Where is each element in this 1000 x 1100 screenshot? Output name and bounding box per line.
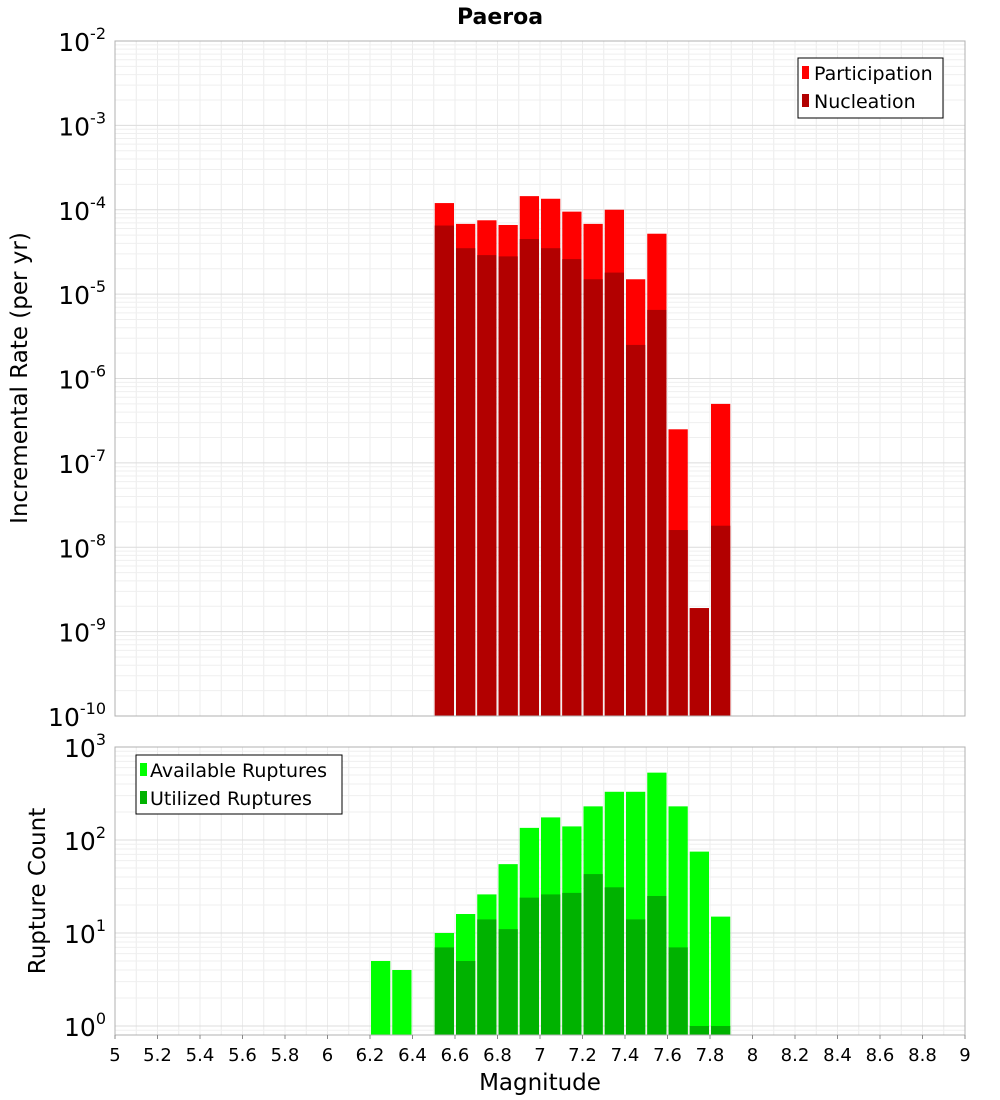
bar-utilized-ruptures [626,919,646,1035]
bar-available-ruptures [689,851,709,1035]
x-tick-label: 7.8 [696,1045,725,1066]
y-tick-label: 10-8 [58,530,106,563]
x-tick-label: 8.6 [866,1045,895,1066]
legend-swatch-nucleation [802,94,809,107]
bar-available-ruptures [371,960,391,1035]
top-legend-box [797,57,944,119]
x-tick-label: 7.2 [568,1045,597,1066]
bar-utilized-ruptures [498,929,518,1035]
bottom-y-axis-label: Rupture Count [25,808,51,974]
bar-nucleation [519,239,539,716]
bottom-bars [371,772,731,1035]
x-tick-label: 5.6 [228,1045,257,1066]
legend-label-participation: Participation [814,63,933,85]
bar-nucleation [583,279,603,716]
x-tick-label: 5.8 [271,1045,300,1066]
top-plot-frame [114,40,966,717]
legend-label-utilized: Utilized Ruptures [150,788,312,810]
bar-utilized-ruptures [668,947,688,1035]
bar-available-ruptures [711,916,731,1035]
legend-swatch-available [140,763,147,776]
legend-swatch-utilized [140,791,147,804]
legend-swatch-participation [802,66,809,79]
legend-label-available: Available Ruptures [150,760,327,782]
bar-nucleation [456,248,476,717]
top-panel: 10-2 10-3 10-4 10-5 10-6 10-7 10-8 10-9 10-10 In… [7,24,966,732]
bar-utilized-ruptures [434,947,454,1035]
bar-utilized-ruptures [519,897,539,1035]
bar-utilized-ruptures [477,919,497,1035]
bar-utilized-ruptures [562,892,582,1035]
x-tick-label: 6.4 [398,1045,427,1066]
x-tick-label: 8.2 [781,1045,810,1066]
bar-utilized-ruptures [583,874,603,1035]
y-tick-label: 10-4 [58,193,106,226]
y-tick-label: 101 [64,916,106,949]
top-y-ticks: 10-2 10-3 10-4 10-5 10-6 10-7 10-8 10-9 10-10 [48,24,106,732]
x-tick-label: 7 [534,1045,545,1066]
top-legend: Participation Nucleation [797,57,944,119]
x-tick-label: 5 [109,1045,120,1066]
bar-nucleation [626,344,646,716]
top-bars [434,196,731,717]
x-tick-label: 8.4 [823,1045,852,1066]
top-gridlines [114,41,966,717]
y-tick-label: 103 [64,730,106,763]
bar-nucleation [541,248,561,717]
bar-nucleation [498,256,518,716]
bar-nucleation [668,530,688,716]
x-tick-label: 6.8 [483,1045,512,1066]
bar-nucleation [689,608,709,716]
x-tick-label: 8 [747,1045,758,1066]
y-tick-label: 10-6 [58,362,106,395]
bottom-y-ticks: 103 102 101 100 [64,730,106,1042]
bar-utilized-ruptures [647,895,667,1035]
x-tick-label: 6.2 [356,1045,385,1066]
x-tick-label: 6.6 [441,1045,470,1066]
y-tick-label: 10-5 [58,277,106,310]
top-y-axis-label: Incremental Rate (per yr) [7,232,33,524]
y-tick-label: 100 [64,1009,106,1042]
y-tick-label: 10-10 [48,699,106,732]
bottom-legend: Available Ruptures Utilized Ruptures [135,754,343,815]
bottom-legend-box [135,754,343,815]
y-tick-label: 10-2 [58,24,106,57]
x-tick-label: 6 [322,1045,333,1066]
bar-nucleation [711,525,731,716]
bar-utilized-ruptures [541,894,561,1035]
bar-nucleation [434,225,454,716]
bar-utilized-ruptures [456,960,476,1035]
x-tick-label: 9 [959,1045,970,1066]
x-ticks: 5 5.2 5.4 5.6 5.8 6 6.2 6.4 6.6 6.8 7 7.2 7.4 7.6 7.8 8… [109,1035,971,1066]
bar-utilized-ruptures [604,887,624,1035]
x-tick-label: 5.2 [143,1045,172,1066]
x-axis-label: Magnitude [479,1070,601,1096]
bar-nucleation [562,259,582,716]
bottom-panel: 103 102 101 100 5 5.2 5.4 5.6 5.8 6 6.2 6.4 6.6 6.8 7… [25,730,971,1096]
bar-utilized-ruptures [689,1025,709,1035]
x-tick-label: 5.4 [186,1045,215,1066]
y-tick-label: 10-7 [58,446,106,479]
bar-nucleation [604,272,624,716]
x-tick-label: 7.4 [611,1045,640,1066]
y-tick-label: 10-9 [58,615,106,648]
y-tick-label: 10-3 [58,108,106,141]
bar-nucleation [647,309,667,716]
bar-nucleation [477,255,497,716]
x-tick-label: 7.6 [653,1045,682,1066]
bar-utilized-ruptures [711,1025,731,1035]
x-tick-label: 8.8 [908,1045,937,1066]
bar-available-ruptures [392,969,412,1035]
chart-title: Paeroa [457,5,543,30]
y-tick-label: 102 [64,823,106,856]
legend-label-nucleation: Nucleation [814,91,916,113]
